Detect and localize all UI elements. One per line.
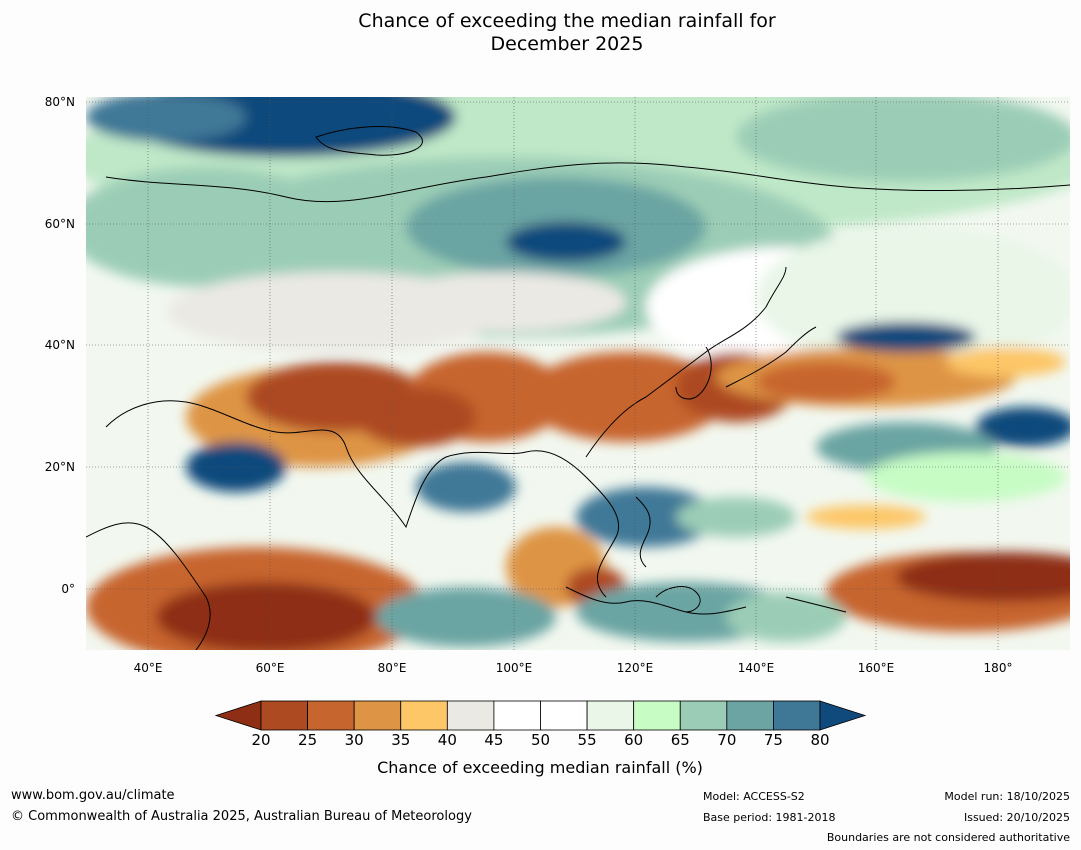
colorbar-segment-60-65 <box>633 700 681 731</box>
colorbar-title: Chance of exceeding median rainfall (%) <box>377 758 703 777</box>
colorbar-tick-50: 50 <box>530 731 551 749</box>
colorbar-segment-25-30 <box>307 700 355 731</box>
colorbar-segment-20-25 <box>260 700 308 731</box>
colorbar-segment-55-60 <box>586 700 635 731</box>
issued-text: Issued: 20/10/2025 <box>963 811 1070 824</box>
colorbar-tick-60: 60 <box>624 731 644 749</box>
lat-label-60n: 60°N <box>44 217 75 231</box>
colorbar-tick-80: 80 <box>810 731 830 749</box>
colorbar-segment-50-55 <box>540 700 588 731</box>
colorbar-tick-30: 30 <box>344 731 364 749</box>
title-line-2: December 2025 <box>490 33 644 55</box>
colorbar-tick-70: 70 <box>717 731 737 749</box>
copyright-text: © Commonwealth of Australia 2025, Austra… <box>11 809 472 824</box>
colorbar <box>214 700 867 731</box>
lon-label-160e: 160°E <box>857 661 895 675</box>
graticule <box>86 97 1070 650</box>
colorbar-segment-30-35 <box>353 700 402 731</box>
lat-label-20n: 20°N <box>44 460 75 474</box>
lon-label-120e: 120°E <box>616 661 654 675</box>
lon-label-80e: 80°E <box>377 661 407 675</box>
colorbar-arrow-high <box>819 700 867 731</box>
colorbar-arrow-low <box>214 700 262 731</box>
colorbar-segment-75-80 <box>773 700 821 731</box>
colorbar-tick-45: 45 <box>484 731 504 749</box>
model-text: Model: ACCESS-S2 <box>703 790 805 803</box>
coastline-novaya <box>315 126 423 156</box>
colorbar-segment-35-40 <box>400 700 448 731</box>
lat-label-0: 0° <box>61 582 75 596</box>
colorbar-tick-20: 20 <box>251 731 271 749</box>
map-canvas <box>86 97 1070 650</box>
lon-label-60e: 60°E <box>255 661 285 675</box>
colorbar-tick-40: 40 <box>437 731 457 749</box>
colorbar-tick-75: 75 <box>763 731 783 749</box>
website-link[interactable]: www.bom.gov.au/climate <box>11 788 175 803</box>
colorbar-tick-55: 55 <box>577 731 597 749</box>
lon-label-40e: 40°E <box>133 661 163 675</box>
lat-label-40n: 40°N <box>44 338 75 352</box>
base-period-text: Base period: 1981-2018 <box>703 811 836 824</box>
rainfall-map <box>86 97 1070 650</box>
lon-label-180: 180° <box>983 661 1013 675</box>
colorbar-tick-35: 35 <box>391 731 411 749</box>
lat-label-80n: 80°N <box>44 95 75 109</box>
map-title: Chance of exceeding the median rainfall … <box>0 10 1081 56</box>
colorbar-segment-45-50 <box>493 700 541 731</box>
colorbar-tick-65: 65 <box>670 731 690 749</box>
title-line-1: Chance of exceeding the median rainfall … <box>358 10 776 32</box>
model-run-text: Model run: 18/10/2025 <box>944 790 1070 803</box>
colorbar-segment-40-45 <box>446 700 495 731</box>
disclaimer-text: Boundaries are not considered authoritat… <box>826 831 1070 844</box>
colorbar-segment-65-70 <box>679 700 728 731</box>
lon-label-100e: 100°E <box>495 661 533 675</box>
colorbar-segment-70-75 <box>726 700 774 731</box>
lon-label-140e: 140°E <box>737 661 775 675</box>
colorbar-tick-25: 25 <box>298 731 318 749</box>
